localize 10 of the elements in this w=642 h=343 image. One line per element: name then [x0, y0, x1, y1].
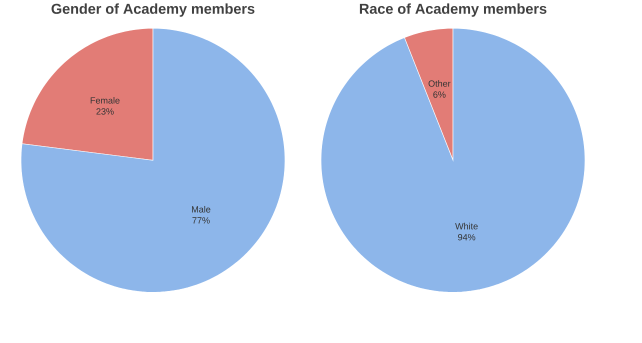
chart-title: Gender of Academy members: [52, 3, 254, 17]
slice-label: White: [455, 222, 478, 230]
slice-label: Other: [428, 80, 451, 87]
slice-label: Male: [192, 206, 210, 212]
data-label: 6%: [433, 91, 446, 98]
data-label: 94%: [458, 234, 476, 240]
data-label: 77%: [192, 217, 210, 224]
data-label: 23%: [96, 108, 114, 114]
chart-title: Race of Academy members: [360, 3, 546, 17]
slice-label: Female: [90, 96, 120, 104]
